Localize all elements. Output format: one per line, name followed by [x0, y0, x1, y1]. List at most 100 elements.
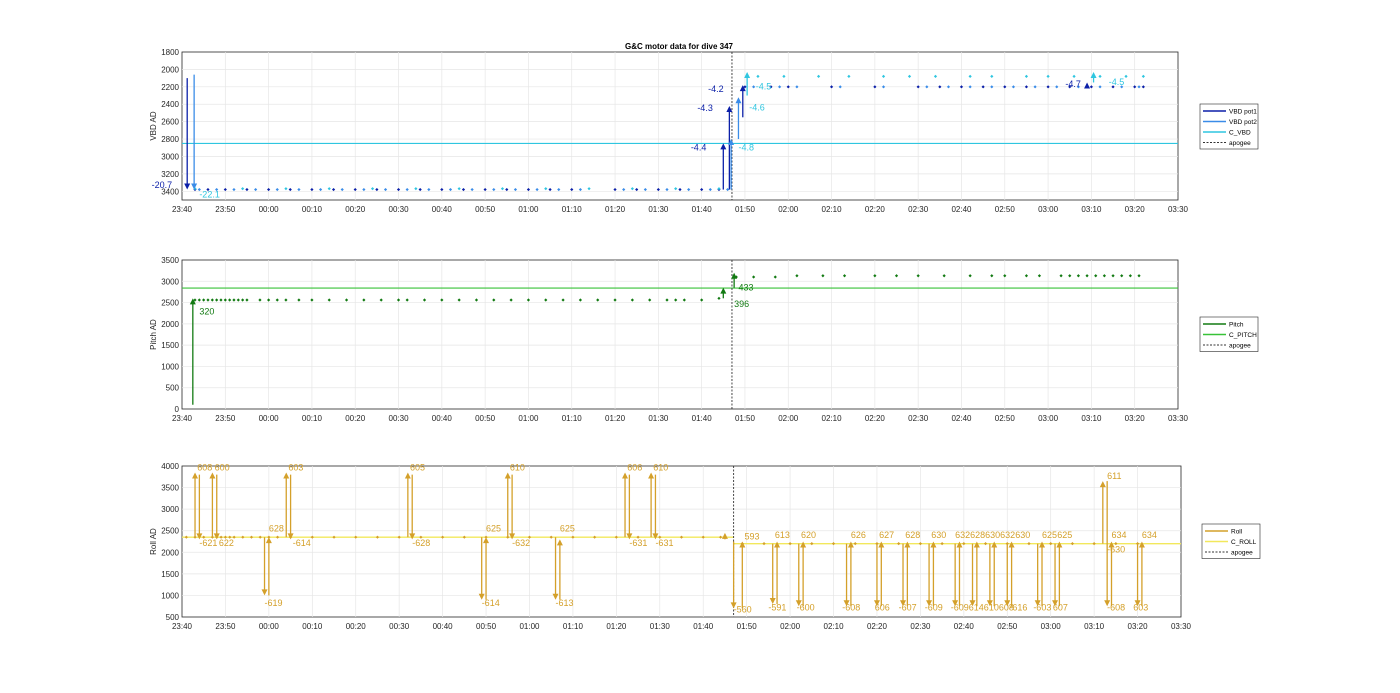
data-point — [483, 187, 487, 192]
arrow-head — [478, 593, 485, 600]
data-label: 632628630632630 — [955, 530, 1030, 540]
x-tick-label: 01:30 — [650, 622, 671, 631]
data-point — [630, 298, 634, 302]
data-point — [1085, 274, 1089, 278]
data-point — [1089, 85, 1093, 89]
data-point — [1094, 274, 1098, 278]
arrow-head — [189, 298, 196, 305]
data-point — [1049, 542, 1053, 546]
data-label: -4.6 — [749, 102, 765, 112]
data-point — [557, 187, 561, 192]
x-tick-label: 01:00 — [518, 414, 539, 423]
data-point — [718, 535, 723, 539]
data-point — [526, 298, 531, 302]
x-tick-label: 02:40 — [954, 622, 975, 631]
axes-box — [181, 465, 1182, 618]
data-point — [578, 187, 582, 192]
data-point — [1024, 85, 1029, 89]
data-point — [353, 187, 357, 192]
data-point — [414, 187, 418, 191]
data-point — [875, 542, 879, 546]
data-point — [236, 298, 240, 302]
x-tick-label: 02:00 — [778, 205, 799, 214]
x-tick-label: 23:40 — [172, 414, 193, 423]
data-point — [288, 187, 292, 192]
arrow-head — [483, 537, 490, 544]
x-tick-label: 00:30 — [389, 414, 410, 423]
data-point — [505, 187, 509, 192]
data-label: -4.5 — [756, 81, 772, 91]
data-point — [275, 187, 279, 192]
y-tick-label: 3500 — [161, 484, 179, 493]
data-point — [418, 187, 422, 192]
data-point — [1033, 85, 1037, 89]
data-label: 625 — [560, 524, 575, 534]
arrow-head — [744, 72, 751, 79]
x-tick-label: 01:50 — [737, 622, 758, 631]
data-label: 628 — [269, 524, 284, 534]
x-tick-label: 00:30 — [389, 622, 410, 631]
data-label: -619 — [265, 598, 283, 608]
y-tick-label: 3000 — [161, 505, 179, 514]
data-point — [318, 187, 323, 192]
x-tick-label: 03:00 — [1041, 622, 1062, 631]
arrow-head — [196, 533, 203, 540]
data-point — [1128, 274, 1132, 278]
data-point — [202, 535, 206, 539]
figure-title: G&C motor data for dive 347 — [625, 42, 734, 51]
data-point — [717, 187, 721, 191]
data-point — [578, 298, 582, 302]
y-tick-label: 2000 — [161, 65, 179, 74]
y-tick-label: 2800 — [161, 135, 179, 144]
arrow-head — [648, 472, 655, 479]
data-point — [842, 274, 847, 278]
data-label: 606 — [627, 462, 642, 472]
data-label: 610 — [653, 462, 668, 472]
data-label: -616 — [1009, 603, 1027, 613]
arrow-head — [509, 533, 516, 540]
data-point — [228, 535, 232, 539]
data-point — [513, 187, 518, 192]
data-point — [284, 187, 288, 191]
data-point — [419, 535, 423, 539]
data-point — [383, 187, 388, 192]
data-label: 627 — [879, 530, 894, 540]
data-point — [665, 187, 669, 192]
data-point — [396, 187, 401, 192]
arrow-head — [265, 537, 272, 544]
arrow-head — [504, 472, 511, 479]
arrow-head — [1004, 600, 1011, 607]
data-point — [370, 187, 375, 191]
x-tick-label: 01:50 — [735, 414, 756, 423]
x-tick-label: 01:30 — [648, 414, 669, 423]
arrow-head — [730, 602, 737, 609]
data-point — [492, 187, 496, 192]
x-tick-label: 00:00 — [259, 414, 280, 423]
data-point — [232, 187, 236, 192]
data-point — [405, 298, 409, 302]
x-tick-label: 03:30 — [1171, 622, 1192, 631]
data-point — [679, 535, 684, 539]
data-point — [340, 187, 344, 192]
data-point — [990, 85, 994, 89]
data-point — [396, 298, 401, 302]
x-tick-label: 00:50 — [475, 414, 496, 423]
data-point — [946, 85, 951, 89]
data-point — [327, 187, 331, 191]
data-point — [375, 535, 380, 539]
data-point — [492, 298, 496, 302]
data-point — [332, 535, 336, 539]
data-point — [1068, 274, 1072, 278]
data-point — [925, 85, 929, 89]
data-label: -600 — [797, 603, 815, 613]
arrow-head — [991, 541, 998, 548]
data-point — [1059, 274, 1063, 278]
data-label: 622 — [219, 538, 234, 548]
data-point — [700, 187, 704, 192]
data-point — [762, 542, 766, 546]
data-label: -621 — [199, 538, 217, 548]
data-point — [362, 187, 366, 192]
data-point — [1003, 85, 1007, 89]
data-point — [206, 187, 210, 192]
